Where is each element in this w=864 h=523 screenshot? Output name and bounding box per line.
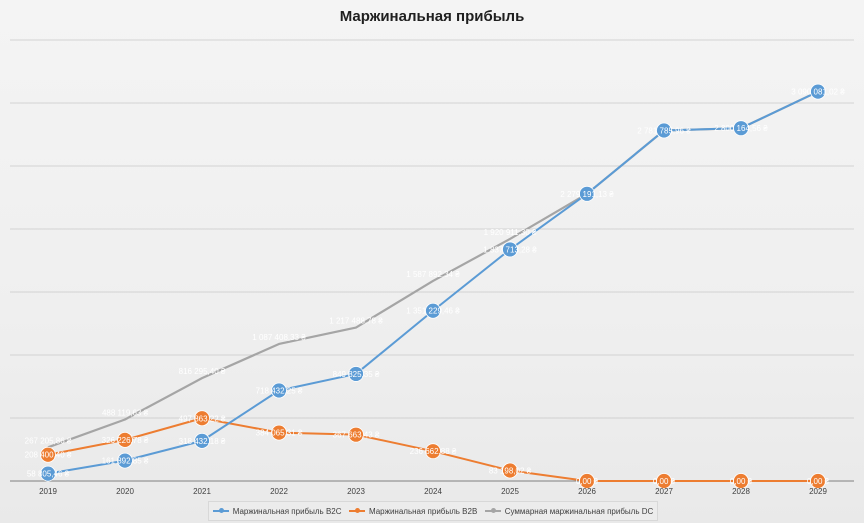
legend-label: Суммарная маржинальная прибыль DC (504, 506, 654, 516)
x-tick-label: 2025 (501, 487, 519, 496)
data-point (502, 241, 518, 258)
data-label: 326 226,78 ₴ (102, 436, 149, 445)
x-tick-label: 2022 (270, 487, 288, 496)
data-label: 58 805,46 ₴ (27, 470, 70, 479)
data-label: 0,00 ₴ (730, 477, 753, 486)
legend-swatch (212, 508, 229, 513)
data-label: 236 662,88 ₴ (410, 447, 457, 456)
legend-label: Маржинальная прибыль B2C (232, 506, 342, 516)
data-point (348, 366, 364, 382)
data-label: 267 205,86 ₴ (25, 436, 72, 445)
series-points (40, 83, 826, 489)
data-label: 367 663,43 ₴ (333, 431, 380, 440)
x-tick-label: 2021 (193, 487, 211, 496)
series-line (47, 90, 819, 475)
line-chart: 58 805,46 ₴ 161 892,85 ₴ 318 432,18 ₴ 718 4… (10, 39, 854, 496)
data-point (425, 443, 441, 460)
data-point (348, 426, 364, 443)
x-tick-label: 2024 (424, 487, 442, 496)
data-label: 1 351 229,46 ₴ (406, 307, 460, 316)
data-point (733, 120, 749, 137)
data-point (425, 302, 441, 319)
data-point (579, 473, 595, 489)
data-label: 0,00 ₴ (653, 477, 676, 486)
x-tick-label: 2027 (655, 487, 673, 496)
data-label: 208 400,40 ₴ (25, 451, 72, 460)
data-label: 318 432,18 ₴ (179, 437, 226, 446)
data-point (810, 473, 826, 489)
data-label: 0,00 ₴ (807, 477, 830, 486)
data-point (40, 446, 56, 463)
x-tick-label: 2026 (578, 487, 596, 496)
data-label: 816 295,40 ₴ (179, 367, 226, 376)
data-label: 384 065,31 ₴ (256, 429, 303, 438)
x-tick-label: 2020 (116, 487, 134, 496)
data-label: 2 279 191,13 ₴ (560, 190, 614, 199)
data-point (656, 473, 672, 489)
data-label: 1 217 488,78 ₴ (329, 317, 383, 326)
data-point (579, 185, 595, 202)
data-label: 1 920 911,30 ₴ (484, 228, 537, 237)
legend: Маржинальная прибыль B2C Маржинальная при… (208, 501, 658, 521)
data-label: 1 837 713,28 ₴ (483, 245, 537, 254)
series-lines (47, 90, 819, 482)
legend-label: Маржинальная прибыль B2B (368, 506, 478, 516)
data-point (194, 432, 210, 449)
data-point (117, 431, 133, 448)
legend-item: Суммарная маржинальная прибыль DC (484, 506, 654, 516)
data-point (271, 382, 287, 399)
data-label: 488 119,63 ₴ (102, 408, 149, 417)
x-tick-label: 2023 (347, 487, 365, 496)
data-point (40, 465, 56, 482)
data-label: 497 863,22 ₴ (179, 414, 226, 423)
legend-item: Маржинальная прибыль B2C (212, 506, 342, 516)
x-tick-label: 2029 (809, 487, 827, 496)
data-point (194, 410, 210, 427)
data-point (656, 122, 672, 139)
data-label: 2 800 164,56 ₴ (714, 124, 768, 133)
data-label: 0,00 ₴ (576, 477, 599, 486)
data-point (271, 424, 287, 441)
data-label: 161 892,85 ₴ (102, 457, 149, 466)
data-label: 83 198,02 ₴ (489, 467, 532, 476)
data-point (810, 83, 826, 100)
chart-title: Маржинальная прибыль (339, 8, 525, 25)
data-point (502, 462, 518, 479)
data-point (117, 452, 133, 469)
legend-swatch (484, 508, 501, 513)
data-label: 718 432,25 ₴ (256, 386, 303, 395)
data-labels: 58 805,46 ₴ 161 892,85 ₴ 318 432,18 ₴ 718 4… (25, 88, 846, 486)
x-axis-ticks: 2019 2020 2021 2022 2023 2024 2025 2026 2027 2028… (39, 487, 827, 496)
data-label: 849 825,35 ₴ (333, 370, 380, 379)
data-label: 2 781 785,96 ₴ (637, 126, 691, 135)
data-label: 1 087 408,33 ₴ (252, 333, 306, 342)
legend-swatch (348, 508, 365, 513)
data-label: 1 587 892,34 ₴ (406, 270, 460, 279)
x-tick-label: 2028 (732, 487, 750, 496)
data-label: 3 090 081,02 ₴ (791, 88, 845, 97)
legend-item: Маржинальная прибыль B2B (348, 506, 478, 516)
data-point (733, 473, 749, 489)
x-tick-label: 2019 (39, 487, 57, 496)
